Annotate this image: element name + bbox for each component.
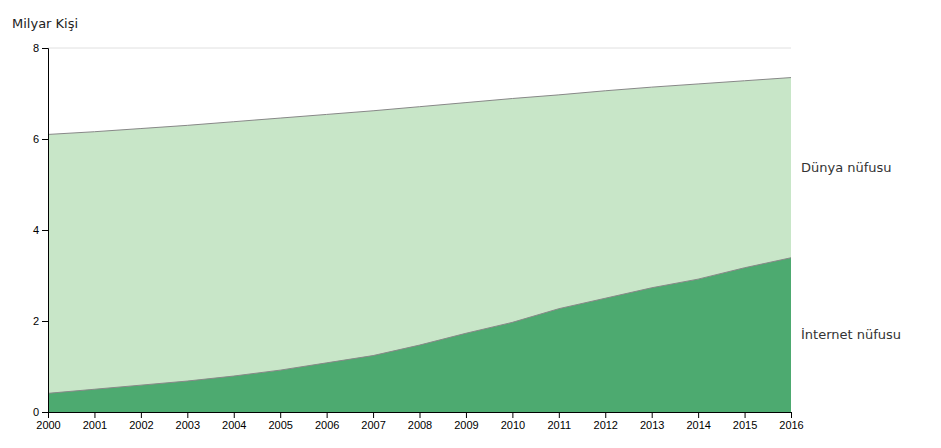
area xyxy=(48,258,791,412)
x-tick-mark xyxy=(466,412,467,418)
x-tick-mark xyxy=(559,412,560,418)
x-tick: 2006 xyxy=(315,412,339,431)
grid xyxy=(48,48,791,412)
x-tick: 2012 xyxy=(594,412,618,431)
x-tick-mark xyxy=(605,412,606,418)
x-tick-label: 2000 xyxy=(36,419,60,431)
x-tick-mark xyxy=(280,412,281,418)
x-tick: 2016 xyxy=(779,412,803,431)
x-tick: 2002 xyxy=(129,412,153,431)
y-axis: 0 2 4 6 8 xyxy=(33,42,49,418)
x-tick-label: 2015 xyxy=(733,419,757,431)
y-tick-label: 2 xyxy=(33,315,39,327)
x-tick-mark xyxy=(652,412,653,418)
y-tick: 0 xyxy=(33,406,48,418)
y-tick-mark xyxy=(42,139,48,140)
chart: 2000 2001 2002 2003 2004 2005 2006 2007 2008 2009… xyxy=(0,0,941,448)
y-tick: 2 xyxy=(33,315,48,327)
x-tick-label: 2003 xyxy=(176,419,200,431)
x-tick-label: 2010 xyxy=(501,419,525,431)
area-line xyxy=(48,258,791,394)
x-axis-line xyxy=(49,413,792,419)
y-axis-line xyxy=(42,49,49,413)
y-tick: 6 xyxy=(33,133,48,145)
x-tick-mark xyxy=(373,412,374,418)
x-tick-mark xyxy=(187,412,188,418)
x-tick-mark xyxy=(327,412,328,418)
x-tick: 2007 xyxy=(361,412,385,431)
x-tick: 2015 xyxy=(733,412,757,431)
x-tick: 2008 xyxy=(408,412,432,431)
x-tick-label: 2001 xyxy=(83,419,107,431)
y-tick-label: 6 xyxy=(33,133,39,145)
x-tick-label: 2006 xyxy=(315,419,339,431)
x-tick-label: 2009 xyxy=(454,419,478,431)
x-tick: 2005 xyxy=(268,412,292,431)
x-tick-label: 2002 xyxy=(129,419,153,431)
x-tick: 2014 xyxy=(686,412,710,431)
x-tick-mark xyxy=(234,412,235,418)
y-tick-mark xyxy=(42,48,48,49)
x-tick: 2013 xyxy=(640,412,664,431)
x-tick-label: 2011 xyxy=(547,419,571,431)
x-tick-mark xyxy=(791,412,792,418)
x-tick: 2010 xyxy=(501,412,525,431)
series-label: İnternet nüfusu xyxy=(801,327,901,342)
x-tick-label: 2004 xyxy=(222,419,246,431)
x-tick-mark xyxy=(745,412,746,418)
x-tick-label: 2007 xyxy=(361,419,385,431)
x-tick-label: 2016 xyxy=(779,419,803,431)
x-tick-label: 2012 xyxy=(594,419,618,431)
y-tick-label: 8 xyxy=(33,42,39,54)
series-labels: Dünya nüfusu İnternet nüfusu xyxy=(801,160,901,342)
y-tick: 4 xyxy=(33,224,48,236)
y-tick-mark xyxy=(42,230,48,231)
grid-line xyxy=(48,48,791,49)
x-tick-mark xyxy=(698,412,699,418)
area xyxy=(48,78,791,412)
marks xyxy=(48,78,791,412)
x-tick: 2001 xyxy=(83,412,107,431)
y-tick: 8 xyxy=(33,42,48,54)
x-tick-mark xyxy=(141,412,142,418)
x-tick: 2004 xyxy=(222,412,246,431)
x-axis: 2000 2001 2002 2003 2004 2005 2006 2007 2008 2009… xyxy=(36,412,803,431)
area-line xyxy=(48,78,791,135)
y-tick-mark xyxy=(42,321,48,322)
plot: 2000 2001 2002 2003 2004 2005 2006 2007 2008 2009… xyxy=(33,42,804,431)
y-axis-title: Milyar Kişi xyxy=(12,16,78,31)
x-tick: 2003 xyxy=(176,412,200,431)
y-tick-label: 0 xyxy=(33,406,39,418)
x-tick-label: 2008 xyxy=(408,419,432,431)
x-tick-label: 2005 xyxy=(268,419,292,431)
x-tick-mark xyxy=(94,412,95,418)
y-tick-mark xyxy=(42,412,48,413)
y-tick-label: 4 xyxy=(33,224,39,236)
series-label: Dünya nüfusu xyxy=(801,160,892,175)
x-tick: 2000 xyxy=(36,412,60,431)
x-tick-label: 2013 xyxy=(640,419,664,431)
x-tick: 2011 xyxy=(547,412,571,431)
x-tick-mark xyxy=(512,412,513,418)
x-tick-label: 2014 xyxy=(686,419,710,431)
x-tick: 2009 xyxy=(454,412,478,431)
x-tick-mark xyxy=(420,412,421,418)
